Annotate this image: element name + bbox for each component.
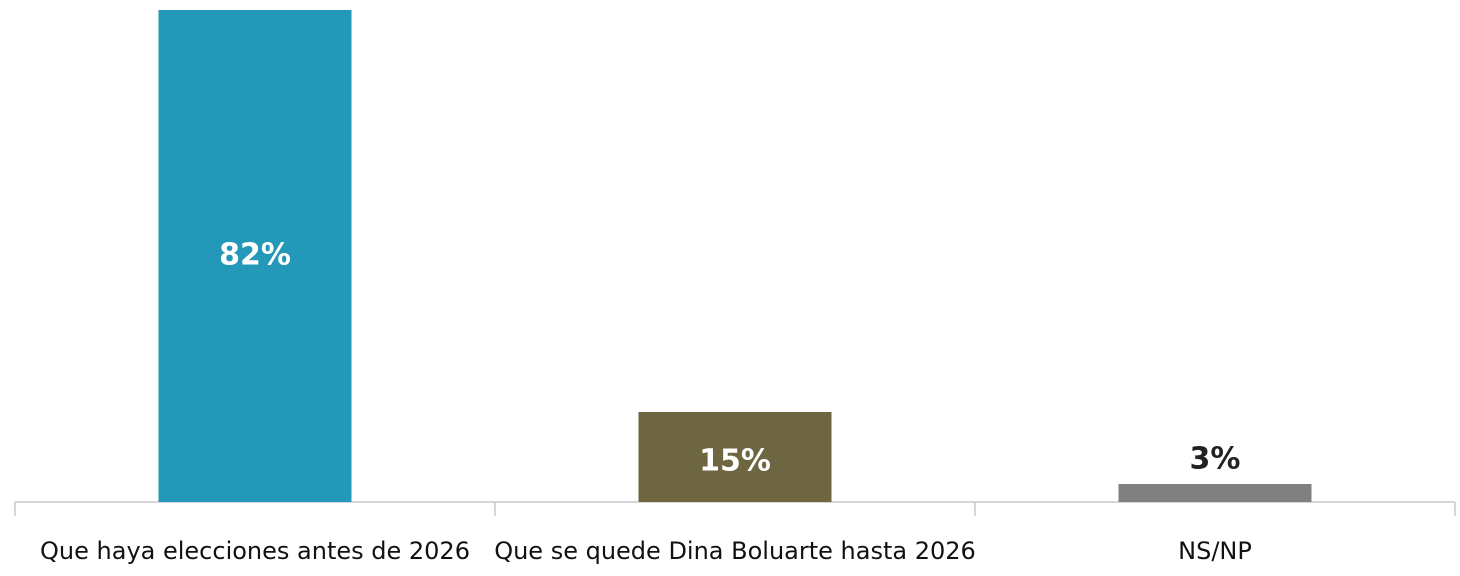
x-tick-label: NS/NP [1178,537,1252,565]
value-label: 15% [699,444,771,479]
bar [638,412,832,502]
x-tick-label: Que se quede Dina Boluarte hasta 2026 [494,537,976,565]
bar [158,10,352,502]
value-label: 82% [219,238,291,273]
x-tick-label: Que haya elecciones antes de 2026 [40,537,470,565]
bar [1118,484,1312,502]
value-label: 3% [1190,442,1241,477]
